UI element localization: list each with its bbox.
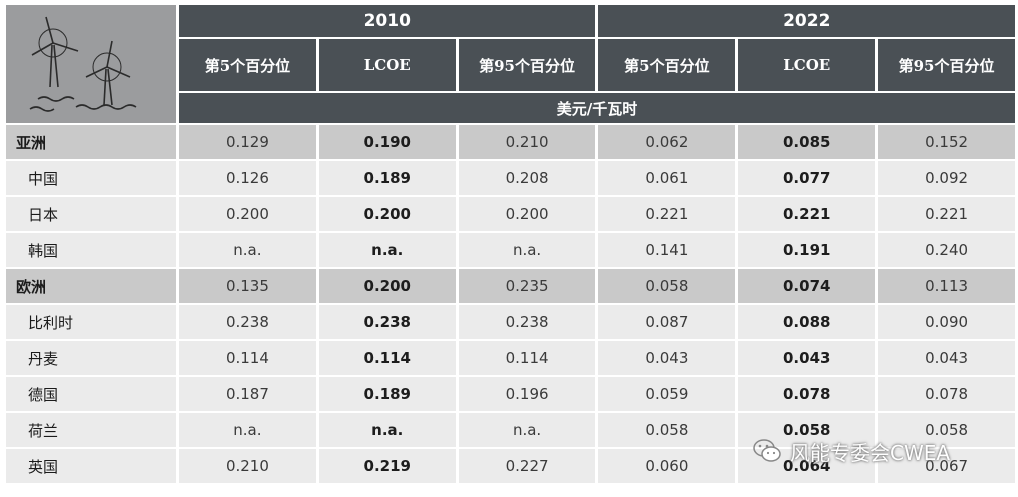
year-header-2022: 2022 <box>598 5 1015 37</box>
lcoe-cell: 0.085 <box>738 125 876 159</box>
percentile-cell: 0.058 <box>878 413 1015 447</box>
lcoe-cell: 0.219 <box>318 449 456 483</box>
percentile-cell: 0.058 <box>598 269 736 303</box>
row-label: 德国 <box>6 377 176 411</box>
lcoe-cell: 0.058 <box>738 413 876 447</box>
percentile-cell: n.a. <box>458 413 596 447</box>
percentile-cell: 0.196 <box>458 377 596 411</box>
wind-turbine-icon <box>29 16 137 112</box>
percentile-cell: 0.238 <box>458 305 596 339</box>
percentile-cell: 0.058 <box>598 413 736 447</box>
percentile-cell: 0.238 <box>179 305 316 339</box>
table-row: 中国 0.126 0.189 0.208 0.061 0.077 0.092 <box>6 161 1015 195</box>
percentile-cell: 0.141 <box>598 233 736 267</box>
row-label: 英国 <box>6 449 176 483</box>
col-header-p95-2022: 第95个百分位 <box>878 39 1015 91</box>
percentile-cell: 0.187 <box>179 377 316 411</box>
lcoe-cell: 0.190 <box>318 125 456 159</box>
percentile-cell: 0.114 <box>179 341 316 375</box>
table-row: 荷兰 n.a. n.a. n.a. 0.058 0.058 0.058 <box>6 413 1015 447</box>
percentile-cell: 0.221 <box>878 197 1015 231</box>
percentile-cell: 0.087 <box>598 305 736 339</box>
percentile-cell: 0.114 <box>458 341 596 375</box>
lcoe-cell: 0.078 <box>738 377 876 411</box>
percentile-cell: 0.090 <box>878 305 1015 339</box>
percentile-cell: n.a. <box>458 233 596 267</box>
row-label: 欧洲 <box>6 269 176 303</box>
percentile-cell: 0.210 <box>179 449 316 483</box>
col-header-lcoe-2022: LCOE <box>738 39 876 91</box>
percentile-cell: 0.092 <box>878 161 1015 195</box>
percentile-cell: 0.078 <box>878 377 1015 411</box>
percentile-cell: 0.200 <box>458 197 596 231</box>
lcoe-cell: n.a. <box>318 413 456 447</box>
col-header-p5-2010: 第5个百分位 <box>179 39 316 91</box>
percentile-cell: 0.060 <box>598 449 736 483</box>
row-label: 比利时 <box>6 305 176 339</box>
percentile-cell: 0.135 <box>179 269 316 303</box>
lcoe-cell: 0.043 <box>738 341 876 375</box>
lcoe-cell: 0.238 <box>318 305 456 339</box>
table-body: 亚洲 0.129 0.190 0.210 0.062 0.085 0.152 中国 0.126 0… <box>6 125 1015 483</box>
percentile-cell: 0.235 <box>458 269 596 303</box>
col-header-lcoe-2010: LCOE <box>318 39 456 91</box>
percentile-cell: 0.152 <box>878 125 1015 159</box>
row-label: 日本 <box>6 197 176 231</box>
table-row: 丹麦 0.114 0.114 0.114 0.043 0.043 0.043 <box>6 341 1015 375</box>
row-label: 韩国 <box>6 233 176 267</box>
lcoe-table: 2010 2022 第5个百分位 LCOE 第95个百分位 第5个百分位 LCO… <box>3 3 1018 485</box>
percentile-cell: 0.043 <box>878 341 1015 375</box>
table-row: 比利时 0.238 0.238 0.238 0.087 0.088 0.090 <box>6 305 1015 339</box>
percentile-cell: 0.227 <box>458 449 596 483</box>
lcoe-cell: 0.200 <box>318 269 456 303</box>
col-header-p95-2010: 第95个百分位 <box>458 39 596 91</box>
table-row: 欧洲 0.135 0.200 0.235 0.058 0.074 0.113 <box>6 269 1015 303</box>
lcoe-cell: 0.189 <box>318 377 456 411</box>
table-row: 英国 0.210 0.219 0.227 0.060 0.064 0.067 <box>6 449 1015 483</box>
table-row: 亚洲 0.129 0.190 0.210 0.062 0.085 0.152 <box>6 125 1015 159</box>
lcoe-cell: 0.200 <box>318 197 456 231</box>
table-row: 日本 0.200 0.200 0.200 0.221 0.221 0.221 <box>6 197 1015 231</box>
percentile-cell: 0.113 <box>878 269 1015 303</box>
lcoe-cell: 0.077 <box>738 161 876 195</box>
percentile-cell: 0.129 <box>179 125 316 159</box>
percentile-cell: 0.062 <box>598 125 736 159</box>
percentile-cell: 0.043 <box>598 341 736 375</box>
lcoe-cell: n.a. <box>318 233 456 267</box>
percentile-cell: n.a. <box>179 233 316 267</box>
row-label: 丹麦 <box>6 341 176 375</box>
table-row: 韩国 n.a. n.a. n.a. 0.141 0.191 0.240 <box>6 233 1015 267</box>
lcoe-cell: 0.088 <box>738 305 876 339</box>
lcoe-cell: 0.189 <box>318 161 456 195</box>
percentile-cell: 0.240 <box>878 233 1015 267</box>
lcoe-cell: 0.074 <box>738 269 876 303</box>
percentile-cell: 0.067 <box>878 449 1015 483</box>
percentile-cell: 0.126 <box>179 161 316 195</box>
percentile-cell: 0.200 <box>179 197 316 231</box>
lcoe-cell: 0.114 <box>318 341 456 375</box>
row-label: 荷兰 <box>6 413 176 447</box>
lcoe-cell: 0.221 <box>738 197 876 231</box>
percentile-cell: 0.061 <box>598 161 736 195</box>
percentile-cell: 0.210 <box>458 125 596 159</box>
wind-turbine-logo-cell <box>6 5 176 123</box>
row-label: 中国 <box>6 161 176 195</box>
percentile-cell: 0.221 <box>598 197 736 231</box>
table-row: 德国 0.187 0.189 0.196 0.059 0.078 0.078 <box>6 377 1015 411</box>
percentile-cell: 0.059 <box>598 377 736 411</box>
year-header-2010: 2010 <box>179 5 596 37</box>
lcoe-cell: 0.064 <box>738 449 876 483</box>
percentile-cell: 0.208 <box>458 161 596 195</box>
percentile-cell: n.a. <box>179 413 316 447</box>
col-header-p5-2022: 第5个百分位 <box>598 39 736 91</box>
row-label: 亚洲 <box>6 125 176 159</box>
unit-header: 美元/千瓦时 <box>179 93 1015 123</box>
lcoe-cell: 0.191 <box>738 233 876 267</box>
